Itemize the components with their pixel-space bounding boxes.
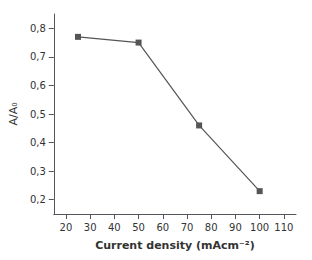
svg-text:100: 100 [250, 222, 269, 233]
svg-text:0,4: 0,4 [30, 137, 46, 148]
svg-text:50: 50 [132, 222, 145, 233]
svg-text:80: 80 [205, 222, 218, 233]
svg-text:60: 60 [156, 222, 169, 233]
svg-text:0,3: 0,3 [30, 166, 46, 177]
svg-text:90: 90 [229, 222, 242, 233]
svg-text:0,2: 0,2 [30, 194, 46, 205]
svg-text:30: 30 [84, 222, 97, 233]
svg-text:0,5: 0,5 [30, 109, 46, 120]
svg-text:Current density (mAcm⁻²): Current density (mAcm⁻²) [95, 239, 255, 252]
svg-text:A/A₀: A/A₀ [7, 102, 20, 126]
svg-text:40: 40 [108, 222, 121, 233]
svg-text:0,6: 0,6 [30, 80, 46, 91]
svg-text:20: 20 [60, 222, 73, 233]
svg-text:110: 110 [274, 222, 293, 233]
svg-text:0,7: 0,7 [30, 51, 46, 62]
svg-text:0,8: 0,8 [30, 23, 46, 34]
svg-text:70: 70 [181, 222, 194, 233]
